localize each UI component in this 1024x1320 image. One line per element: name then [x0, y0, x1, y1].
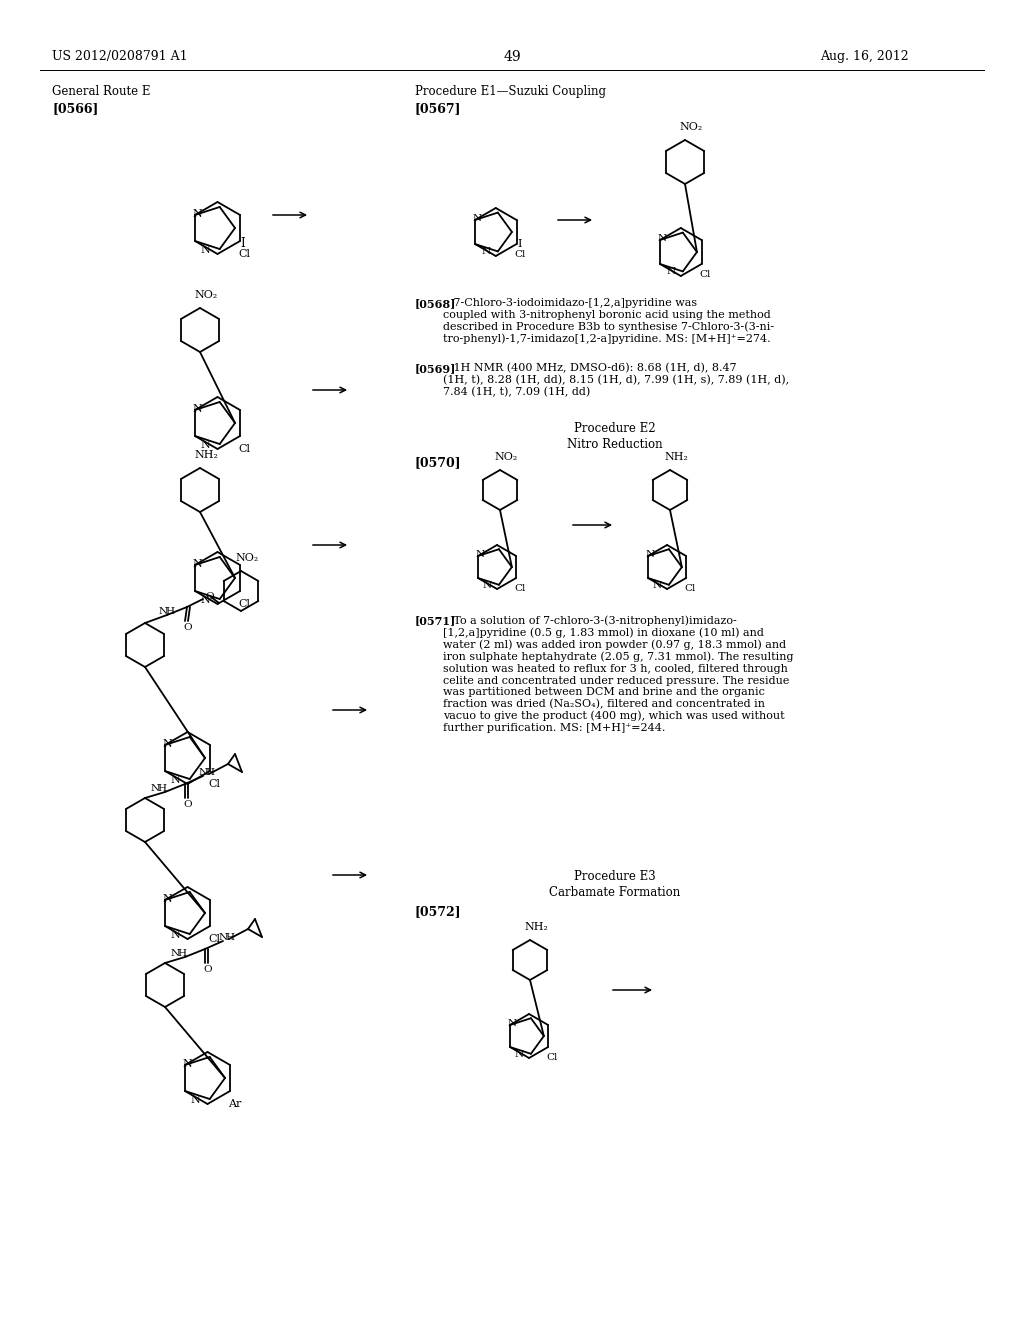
Text: NH₂: NH₂	[194, 450, 218, 459]
Text: O: O	[205, 591, 214, 601]
Text: O: O	[183, 623, 191, 632]
Text: To a solution of 7-chloro-3-(3-nitrophenyl)imidazo-
[1,2,a]pyridine (0.5 g, 1.83: To a solution of 7-chloro-3-(3-nitrophen…	[443, 615, 794, 733]
Text: N: N	[151, 784, 160, 793]
Text: NO₂: NO₂	[679, 121, 702, 132]
Text: Procedure E3: Procedure E3	[574, 870, 656, 883]
Text: N: N	[645, 550, 654, 558]
Text: N: N	[508, 1019, 516, 1028]
Text: Procedure E1—Suzuki Coupling: Procedure E1—Suzuki Coupling	[415, 84, 606, 98]
Text: 7-Chloro-3-iodoimidazo-[1,2,a]pyridine was
coupled with 3-nitrophenyl boronic ac: 7-Chloro-3-iodoimidazo-[1,2,a]pyridine w…	[443, 298, 774, 345]
Text: Carbamate Formation: Carbamate Formation	[549, 886, 681, 899]
Text: N: N	[190, 1096, 201, 1105]
Text: N: N	[219, 933, 228, 942]
Text: Cl: Cl	[238, 249, 250, 259]
Text: N: N	[514, 1049, 523, 1059]
Text: [0566]: [0566]	[52, 102, 98, 115]
Text: I: I	[517, 239, 522, 249]
Text: N: N	[171, 775, 180, 785]
Text: N: N	[162, 739, 172, 748]
Text: NH₂: NH₂	[664, 451, 688, 462]
Text: Cl: Cl	[208, 779, 220, 789]
Text: N: N	[667, 268, 676, 276]
Text: NO₂: NO₂	[234, 553, 258, 564]
Text: [0569]: [0569]	[415, 363, 457, 374]
Text: N: N	[482, 581, 492, 590]
Text: H: H	[205, 768, 214, 777]
Text: N: N	[182, 1059, 191, 1069]
Text: H: H	[225, 933, 234, 942]
Text: [0572]: [0572]	[415, 906, 462, 917]
Text: Ar: Ar	[228, 1100, 242, 1109]
Text: N: N	[657, 234, 667, 243]
Text: N: N	[193, 558, 202, 569]
Text: Aug. 16, 2012: Aug. 16, 2012	[820, 50, 908, 63]
Text: NH₂: NH₂	[524, 921, 548, 932]
Text: US 2012/0208791 A1: US 2012/0208791 A1	[52, 50, 187, 63]
Text: [0567]: [0567]	[415, 102, 462, 115]
Text: N: N	[201, 595, 211, 605]
Text: General Route E: General Route E	[52, 84, 151, 98]
Text: H: H	[177, 949, 186, 958]
Text: Cl: Cl	[238, 444, 250, 454]
Text: N: N	[171, 931, 180, 940]
Text: H: H	[157, 784, 166, 793]
Text: N: N	[475, 550, 484, 558]
Text: N: N	[193, 209, 202, 219]
Text: N: N	[652, 581, 662, 590]
Text: NO₂: NO₂	[194, 290, 217, 300]
Text: N: N	[159, 607, 168, 616]
Text: Cl: Cl	[238, 599, 250, 609]
Text: N: N	[481, 247, 490, 256]
Text: N: N	[193, 404, 202, 414]
Text: [0568]: [0568]	[415, 298, 457, 309]
Text: Cl: Cl	[208, 935, 220, 944]
Text: N: N	[201, 440, 211, 450]
Text: N: N	[201, 246, 211, 255]
Text: O: O	[183, 800, 191, 809]
Text: N: N	[472, 214, 481, 223]
Text: N: N	[199, 768, 208, 777]
Text: Cl: Cl	[546, 1053, 557, 1063]
Text: Cl: Cl	[699, 271, 711, 279]
Text: [0571]: [0571]	[415, 615, 457, 626]
Text: H: H	[165, 607, 174, 616]
Text: N: N	[162, 894, 172, 904]
Text: Procedure E2: Procedure E2	[574, 422, 655, 436]
Text: 49: 49	[503, 50, 521, 63]
Text: Nitro Reduction: Nitro Reduction	[567, 438, 663, 451]
Text: Cl: Cl	[684, 583, 695, 593]
Text: N: N	[171, 949, 180, 958]
Text: I: I	[241, 236, 246, 249]
Text: Cl: Cl	[514, 583, 525, 593]
Text: [0570]: [0570]	[415, 455, 462, 469]
Text: Cl: Cl	[515, 249, 526, 259]
Text: O: O	[203, 965, 212, 974]
Text: 1H NMR (400 MHz, DMSO-d6): 8.68 (1H, d), 8.47
(1H, t), 8.28 (1H, dd), 8.15 (1H, : 1H NMR (400 MHz, DMSO-d6): 8.68 (1H, d),…	[443, 363, 790, 397]
Text: NO₂: NO₂	[494, 451, 517, 462]
